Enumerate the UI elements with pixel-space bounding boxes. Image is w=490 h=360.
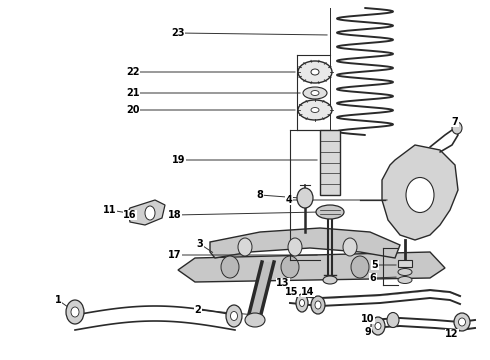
Ellipse shape [316,205,344,219]
Ellipse shape [281,256,299,278]
Text: 23: 23 [171,28,185,38]
Ellipse shape [398,269,412,275]
Ellipse shape [145,206,155,220]
Text: 16: 16 [123,210,137,220]
Text: 8: 8 [257,190,264,200]
Text: 18: 18 [168,210,182,220]
Ellipse shape [297,188,313,208]
Text: 17: 17 [168,250,182,260]
Ellipse shape [323,276,337,284]
Ellipse shape [71,307,79,317]
Ellipse shape [238,238,252,256]
Text: 21: 21 [126,88,140,98]
Polygon shape [178,252,445,282]
Ellipse shape [406,177,434,212]
Ellipse shape [303,87,327,99]
Ellipse shape [245,313,265,327]
Ellipse shape [221,256,239,278]
Text: 11: 11 [103,205,117,215]
Polygon shape [128,200,165,225]
Ellipse shape [226,305,242,327]
Text: 5: 5 [371,260,378,270]
Ellipse shape [343,238,357,256]
Text: 6: 6 [369,273,376,283]
Text: 14: 14 [301,287,315,297]
Ellipse shape [315,301,321,309]
FancyBboxPatch shape [320,130,340,195]
Text: 22: 22 [126,67,140,77]
Ellipse shape [371,317,385,335]
Text: 10: 10 [361,314,375,324]
Ellipse shape [375,323,381,329]
Text: 12: 12 [445,329,459,339]
Polygon shape [398,260,412,267]
Ellipse shape [288,238,302,256]
Text: 20: 20 [126,105,140,115]
Ellipse shape [298,100,332,120]
Ellipse shape [299,300,304,306]
Ellipse shape [454,313,470,331]
Ellipse shape [298,61,332,83]
Ellipse shape [452,122,462,134]
Ellipse shape [311,296,325,314]
Ellipse shape [311,108,319,112]
Ellipse shape [398,276,412,284]
Text: 2: 2 [195,305,201,315]
Ellipse shape [351,256,369,278]
Polygon shape [210,228,400,258]
Text: 13: 13 [276,278,290,288]
Ellipse shape [311,90,319,95]
Text: 4: 4 [286,195,293,205]
Text: 7: 7 [452,117,458,127]
Polygon shape [382,145,458,240]
Ellipse shape [459,318,466,326]
Ellipse shape [311,69,319,75]
Text: 15: 15 [285,287,299,297]
Text: 1: 1 [54,295,61,305]
Ellipse shape [66,300,84,324]
Text: 9: 9 [365,327,371,337]
Text: 3: 3 [196,239,203,249]
Ellipse shape [230,311,238,320]
Ellipse shape [387,312,399,328]
Text: 19: 19 [172,155,186,165]
Ellipse shape [296,294,308,312]
